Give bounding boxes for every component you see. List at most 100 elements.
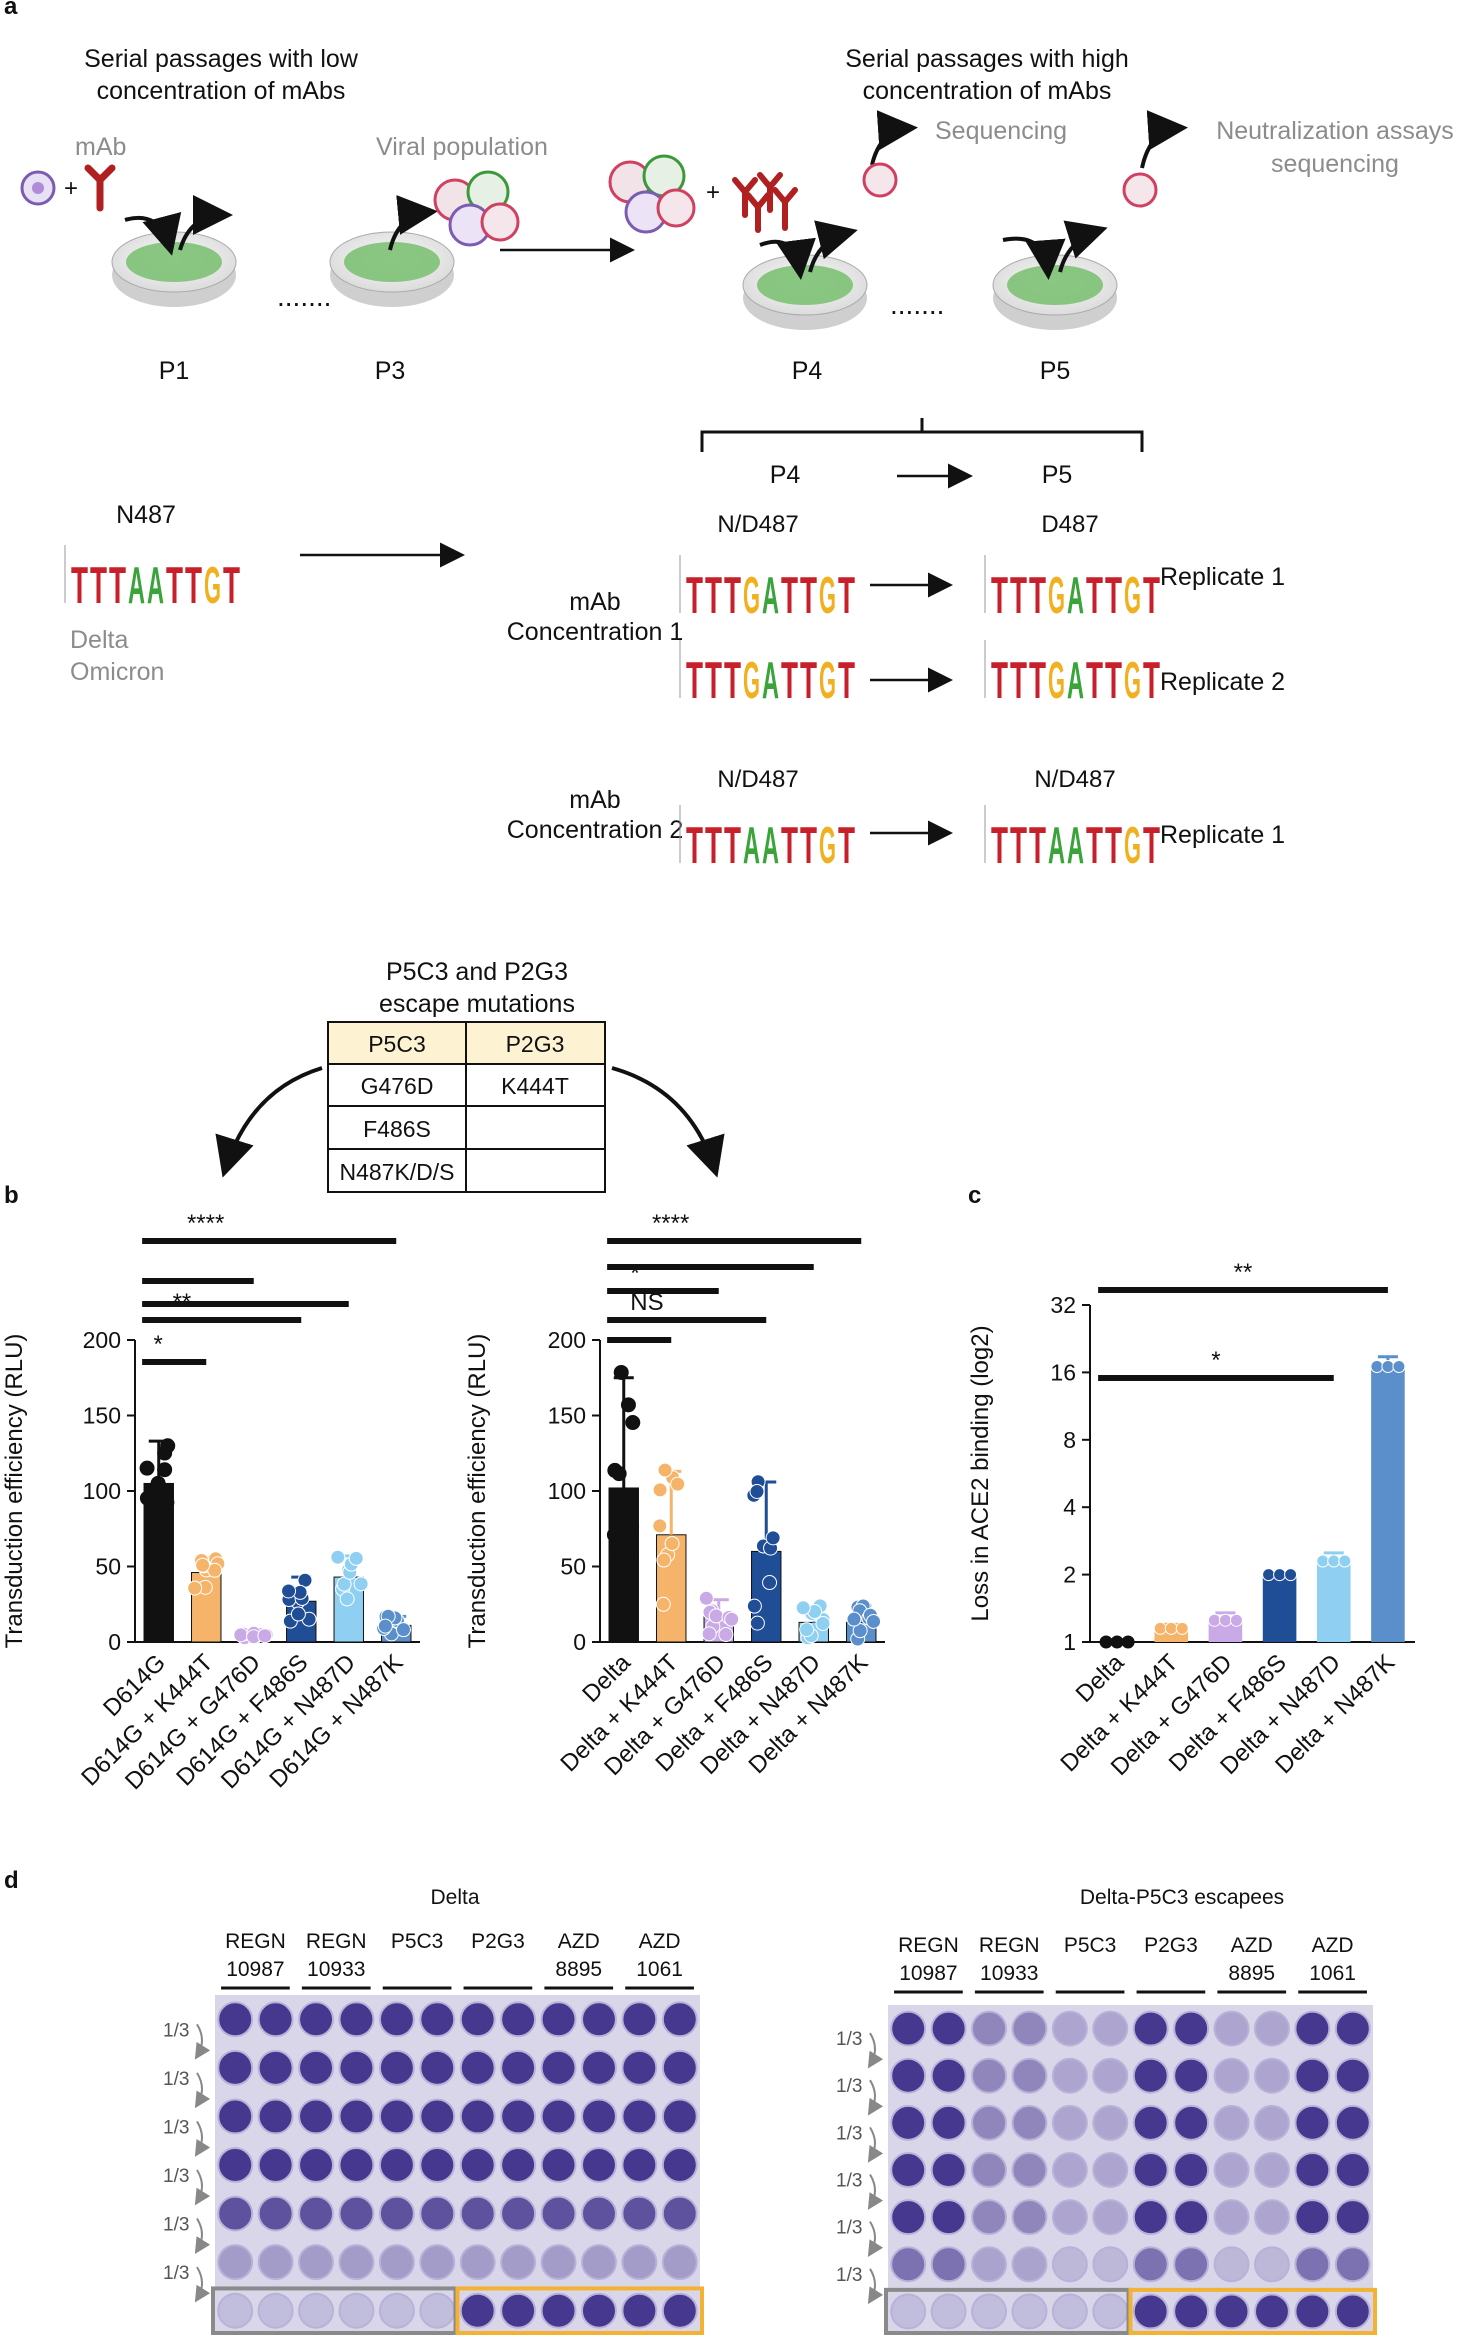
plate-well	[580, 2098, 617, 2135]
data-point	[1370, 1360, 1384, 1374]
plate-well	[1132, 2199, 1169, 2236]
y-tick-label: 200	[548, 1327, 586, 1353]
plate-well	[930, 2010, 967, 2047]
data-point	[611, 1466, 627, 1482]
data-point	[377, 1618, 393, 1634]
plate-well	[890, 2246, 927, 2283]
mab-header: P5C3	[1064, 1934, 1117, 1957]
plate-well	[378, 2147, 415, 2183]
low-concentration-title-1: Serial passages with low	[84, 45, 359, 73]
mab-header: 1061	[1309, 1962, 1356, 1985]
escape-virus-icon-2	[1122, 172, 1158, 208]
logo-letter: T	[838, 567, 855, 625]
plate-well	[661, 2244, 698, 2281]
data-point	[656, 1552, 672, 1568]
plate-escapees: 1/3 1/3 1/3 1/3 1/3 1/3 REGN 10987 REGN 10933 P5C3…	[836, 1934, 1377, 2336]
logo-letter: G	[204, 557, 221, 615]
logo-letter: T	[1105, 652, 1122, 710]
plate-well	[298, 2049, 335, 2086]
data-point	[348, 1550, 364, 1566]
y-tick-label: 0	[108, 1629, 121, 1655]
plate-well	[217, 2049, 254, 2086]
significance-label: *	[153, 1331, 162, 1358]
plate-well	[378, 2098, 415, 2135]
mab-header: 10987	[226, 1958, 284, 1981]
plate-well	[1092, 2057, 1129, 2094]
mab-header: 10987	[899, 1962, 957, 1985]
plate-well	[217, 2098, 254, 2135]
bar	[1371, 1366, 1405, 1642]
dilution-label: 1/3	[836, 2171, 862, 2192]
antibody-cluster-icon	[732, 172, 798, 233]
dilution-label: 1/3	[836, 2265, 862, 2286]
data-point	[698, 1590, 714, 1606]
dilution-label: 1/3	[836, 2123, 862, 2144]
plate-well	[459, 2098, 496, 2135]
data-point	[139, 1490, 155, 1506]
mab-header: AZD	[1312, 1934, 1354, 1957]
plate-well	[1173, 2152, 1210, 2188]
viral-population-icon	[433, 170, 520, 247]
data-point	[652, 1518, 668, 1534]
logo-letter: A	[1067, 567, 1084, 625]
plate-well	[419, 2244, 456, 2281]
logo-letter: T	[705, 567, 722, 625]
y-tick-label: 2	[1063, 1562, 1076, 1588]
plus-sign-2: +	[706, 179, 720, 206]
plate-well	[1294, 2246, 1331, 2283]
plate-well	[459, 2292, 496, 2329]
plate-well	[378, 2195, 415, 2232]
data-point	[746, 1598, 762, 1614]
logo-letter: T	[705, 817, 722, 875]
dilution-label: 1/3	[163, 2166, 189, 2187]
data-point	[159, 1494, 175, 1510]
plate-well	[338, 2049, 375, 2086]
dilution-label: 1/3	[836, 2029, 862, 2050]
plate-well	[1213, 2293, 1250, 2330]
data-point	[670, 1476, 686, 1492]
mab-header: REGN	[306, 1930, 367, 1953]
plate-well	[540, 2001, 577, 2038]
data-point	[1381, 1360, 1395, 1374]
mab-label: mAb	[75, 133, 126, 161]
plate-well	[1173, 2010, 1210, 2047]
plate-well	[621, 2098, 658, 2135]
data-point	[1338, 1554, 1352, 1568]
dilution-arrow	[194, 2266, 211, 2303]
plate-well	[1051, 2199, 1088, 2236]
dilution-arrow	[194, 2218, 211, 2254]
plate-well	[661, 2195, 698, 2232]
logo-letter: T	[1105, 817, 1122, 875]
neutralization-label-1: Neutralization assays	[1216, 117, 1454, 145]
plate-well	[1051, 2010, 1088, 2047]
plate-well	[540, 2244, 577, 2281]
data-point	[765, 1530, 781, 1546]
plate-well	[257, 2098, 294, 2135]
plate-well	[257, 2001, 294, 2038]
plate-well	[540, 2049, 577, 2086]
plate-well	[257, 2049, 294, 2086]
replicate-label-1: Replicate 1	[1160, 563, 1285, 591]
data-point	[846, 1611, 862, 1627]
data-point	[281, 1583, 297, 1599]
chart-b-right: 0 50 100 150 200 Transduction efficiency (RLU…	[464, 1210, 885, 1781]
bar	[608, 1487, 639, 1643]
plate-well	[1092, 2199, 1129, 2236]
data-point	[1207, 1613, 1221, 1627]
plate-well	[661, 2147, 698, 2183]
plate-well	[971, 2293, 1008, 2330]
logo-letter: G	[819, 817, 836, 875]
conc2-label-1: mAb	[569, 786, 620, 814]
plate-well	[1051, 2104, 1088, 2141]
viral-population-label: Viral population	[376, 133, 548, 161]
significance-label: ****	[187, 1210, 224, 1237]
viral-population-icon-2	[608, 154, 696, 234]
mab-header: AZD	[639, 1930, 681, 1953]
data-point	[257, 1628, 273, 1644]
logo-letter: A	[762, 817, 779, 875]
logo-letter: G	[743, 567, 760, 625]
logo-letter: G	[1124, 817, 1141, 875]
data-point	[139, 1460, 155, 1476]
plate-title-escapees: Delta-P5C3 escapees	[1080, 1886, 1284, 1909]
